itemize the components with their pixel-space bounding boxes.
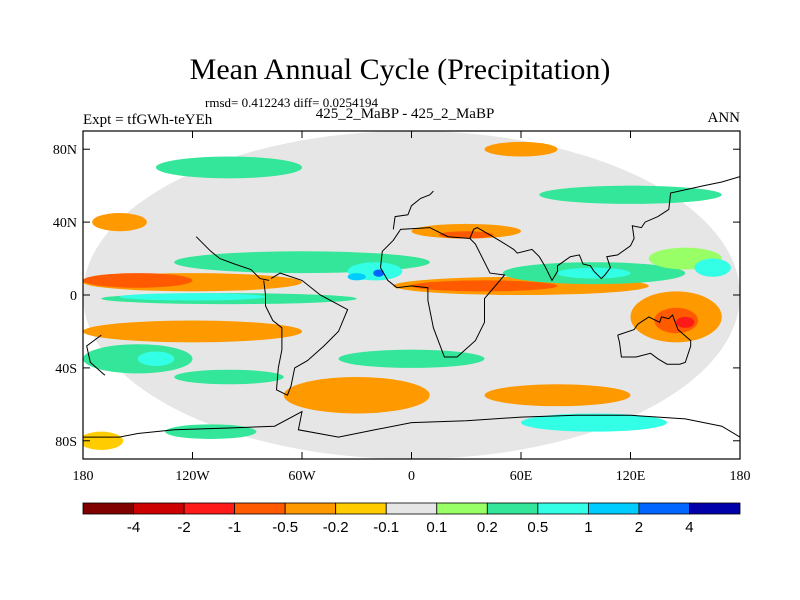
anomaly-region <box>92 213 147 232</box>
anomaly-region <box>119 293 266 301</box>
coastline <box>86 334 106 376</box>
anomaly-region <box>411 280 558 292</box>
anomaly-region <box>676 316 695 328</box>
anomaly-region <box>347 273 366 281</box>
anomaly-region <box>557 267 631 279</box>
anomaly-region <box>137 351 175 367</box>
y-tick-label: 40N <box>53 216 77 231</box>
coastline <box>83 410 740 438</box>
colorbar-label: 0.5 <box>527 519 548 536</box>
colorbar-label: -1 <box>228 519 241 536</box>
colorbar-swatch <box>436 502 488 515</box>
colorbar-label: 0.2 <box>477 519 498 536</box>
colorbar-label: 4 <box>685 519 693 536</box>
anomaly-region <box>83 273 193 288</box>
x-tick-label: 120W <box>175 469 210 484</box>
comparison-label: 425_2_MaBP - 425_2_MaBP <box>315 106 495 122</box>
colorbar-swatch <box>486 502 539 515</box>
colorbar-label: 1 <box>584 519 592 536</box>
colorbar-label: 2 <box>635 519 643 536</box>
colorbar-swatch <box>82 502 134 515</box>
colorbar-label: -0.5 <box>272 519 298 536</box>
coastline <box>617 314 692 365</box>
anomaly-region <box>83 431 124 450</box>
anomaly-region <box>521 413 667 432</box>
coastline <box>195 236 270 281</box>
anomaly-region <box>283 377 430 414</box>
chart-title: Mean Annual Cycle (Precipitation) <box>189 53 611 86</box>
colorbar-label: -4 <box>127 519 140 536</box>
x-tick-label: 180 <box>730 469 751 484</box>
coastline <box>392 190 434 230</box>
colorbar-swatch <box>284 502 337 515</box>
anomaly-region <box>484 384 631 407</box>
axes: 180 120W 60W 0 60E 120E 180 80N 40N 0 40S 80S <box>53 131 751 484</box>
colorbar-swatch <box>234 502 286 515</box>
experiment-label: Expt = tfGWh-teYEh <box>83 112 213 128</box>
anomaly-region <box>174 369 284 385</box>
y-tick-label: 0 <box>70 289 77 304</box>
stats-label: rmsd= 0.412243 diff= 0.0254194 <box>205 95 378 110</box>
season-label: ANN <box>707 110 741 126</box>
colorbar-swatch <box>537 502 589 515</box>
colorbar-swatch <box>587 502 640 515</box>
colorbar-swatch <box>638 502 690 515</box>
anomaly-region <box>373 269 385 277</box>
x-tick-label: 0 <box>408 469 415 484</box>
colorbar-swatch <box>183 502 236 515</box>
colorbar-swatch <box>335 502 387 515</box>
anomaly-region <box>83 320 302 343</box>
coastline <box>469 176 740 282</box>
colorbar-label: -0.1 <box>373 519 399 536</box>
anomaly-region <box>338 349 485 368</box>
x-tick-label: 120E <box>616 469 646 484</box>
coastline <box>263 272 349 396</box>
y-tick-label: 80S <box>55 435 77 450</box>
x-tick-label: 60E <box>510 469 533 484</box>
colorbar-label: 0.1 <box>426 519 447 536</box>
colorbar-label: -0.2 <box>323 519 349 536</box>
anomaly-region <box>694 258 731 277</box>
y-tick-label: 80N <box>53 143 77 158</box>
colorbar: -4 -2 -1 -0.5 -0.2 -0.1 0.1 0.2 0.5 1 2 4 <box>82 502 741 536</box>
plot-area <box>83 131 740 459</box>
x-tick-label: 180 <box>73 469 94 484</box>
coastline <box>380 227 506 358</box>
colorbar-swatch <box>689 502 741 515</box>
anomaly-region <box>539 185 722 204</box>
colorbar-label: -2 <box>177 519 190 536</box>
anomaly-region <box>156 156 302 179</box>
anomaly-region <box>484 141 558 157</box>
anomaly-region <box>165 424 257 439</box>
colorbar-swatch <box>385 502 438 515</box>
colorbar-swatch <box>133 502 185 515</box>
x-tick-label: 60W <box>288 469 316 484</box>
y-tick-label: 40S <box>55 362 77 377</box>
